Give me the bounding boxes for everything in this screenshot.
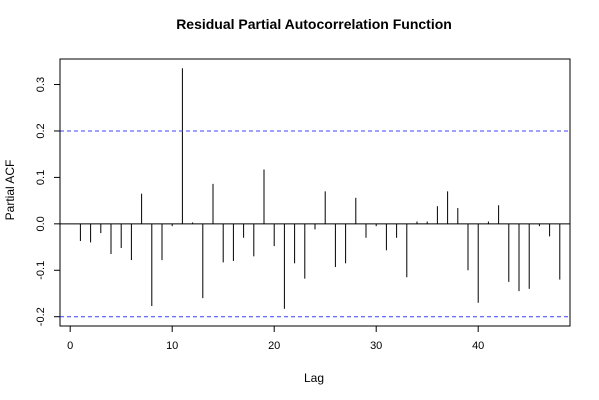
x-axis: 0 10 20 30 40 <box>67 325 484 352</box>
y-tick-label: -0.2 <box>35 307 47 326</box>
pacf-bars <box>60 68 570 309</box>
x-tick-label: 0 <box>67 340 73 352</box>
x-tick-label: 10 <box>166 340 178 352</box>
y-tick-label: 0.3 <box>35 77 47 92</box>
plot-frame <box>59 58 571 327</box>
x-tick-label: 30 <box>370 340 382 352</box>
confidence-bounds <box>60 130 570 318</box>
x-axis-label: Lag <box>304 371 324 385</box>
x-tick-label: 40 <box>472 340 484 352</box>
y-tick-label: 0.1 <box>35 170 47 185</box>
y-axis: -0.2 -0.1 0.0 0.1 0.2 0.3 <box>35 77 61 326</box>
y-tick-label: 0.2 <box>35 123 47 138</box>
y-tick-label: 0.0 <box>35 216 47 231</box>
y-tick-label: -0.1 <box>35 261 47 280</box>
chart-title: Residual Partial Autocorrelation Functio… <box>176 16 452 32</box>
x-tick-label: 20 <box>268 340 280 352</box>
y-axis-label: Partial ACF <box>3 160 17 221</box>
